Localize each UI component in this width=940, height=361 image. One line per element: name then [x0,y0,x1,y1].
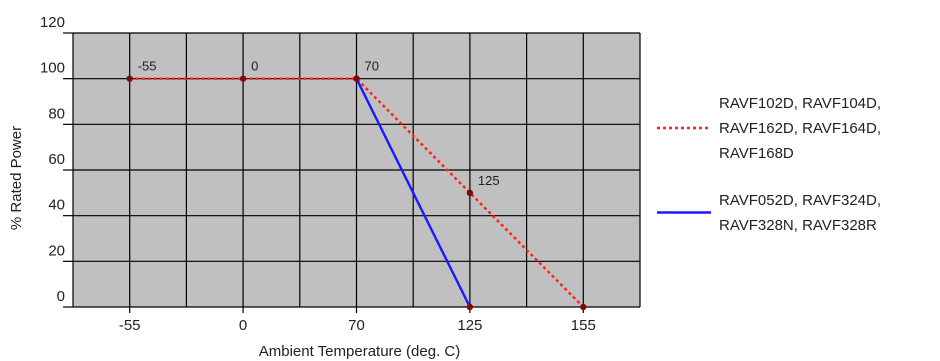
y-axis-label: % Rated Power [8,126,25,230]
y-tick-label: 0 [57,288,65,305]
y-tick-label: 60 [48,151,65,168]
series-line-2 [355,78,471,308]
x-tick-label: 70 [348,317,365,334]
legend-entry-1: RAVF162D, RAVF164D, [719,120,881,137]
data-point-series-1 [580,303,587,311]
point-labels: -55 0 70 125 [138,59,500,188]
data-point-series-1 [239,75,247,82]
y-tick-label: 40 [48,197,65,214]
legend-entry-1: RAVF102D, RAVF104D, [719,95,881,112]
legend-entry-1: RAVF168D [719,145,794,162]
y-tick-label: 120 [40,14,65,31]
data-point-series-1 [126,75,133,82]
data-point-series-1 [466,189,474,197]
x-tick-label: -55 [119,317,141,334]
legend: RAVF102D, RAVF104D, RAVF162D, RAVF164D, RA… [657,95,881,234]
series-lines [129,77,585,308]
y-tick-label: 80 [48,105,65,122]
data-point-series-2 [466,303,474,311]
legend-entry-2: RAVF328N, RAVF328R [719,217,877,234]
point-label: 0 [251,59,258,74]
y-tick-label: 100 [40,60,65,77]
x-tick-label: 155 [571,317,596,334]
point-label: 70 [365,59,379,74]
x-axis-ticks: -55 0 70 125 155 [119,317,596,334]
point-label: 125 [478,173,500,188]
x-tick-label: 125 [457,317,482,334]
data-point-series-2 [353,75,360,82]
data-points [126,75,587,311]
legend-entry-2: RAVF052D, RAVF324D, [719,192,881,209]
x-axis-label: Ambient Temperature (deg. C) [259,343,460,360]
point-label: -55 [138,59,157,74]
y-axis-ticks: 0 20 40 60 80 100 120 [40,14,65,305]
y-tick-label: 20 [48,242,65,259]
x-tick-label: 0 [239,317,247,334]
